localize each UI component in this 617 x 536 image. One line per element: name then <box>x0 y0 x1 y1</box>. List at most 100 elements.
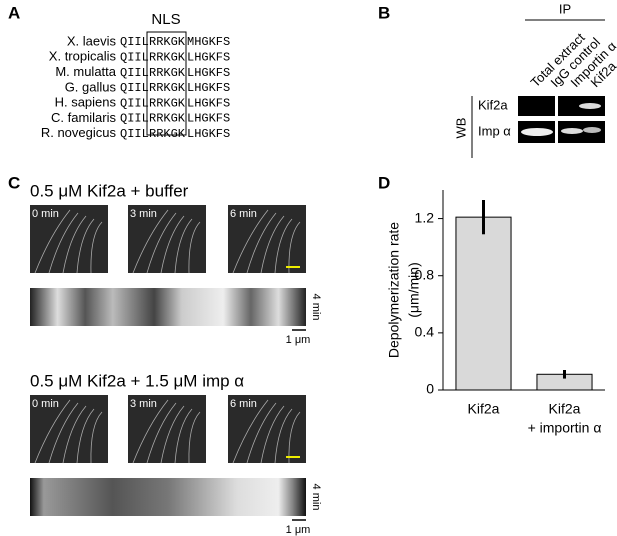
y-axis-label: Depolymerization rate <box>386 222 402 358</box>
microtubule <box>160 215 185 274</box>
micrograph <box>30 205 108 273</box>
panel-label: C <box>8 173 20 192</box>
time-label: 6 min <box>230 208 257 220</box>
sequence: RRKGK <box>149 96 186 110</box>
time-label: 0 min <box>32 208 59 220</box>
band <box>561 128 583 134</box>
band <box>579 103 601 109</box>
ip-label: IP <box>559 1 571 16</box>
micrograph <box>228 395 306 463</box>
sequence: LHGKFS <box>187 81 230 95</box>
species: X. laevis <box>67 33 117 48</box>
y-tick-label: 1.2 <box>415 209 435 225</box>
y-tick-label: 0.8 <box>415 266 435 282</box>
wb-label: WB <box>453 118 468 139</box>
microtubule <box>246 212 277 274</box>
microtubule <box>34 399 71 464</box>
panel-label: D <box>378 173 390 192</box>
microtubule <box>246 402 277 464</box>
panel-d: D 0 0.4 0.8 1.2 Depolymerization rate (μm/min… <box>378 173 605 436</box>
microtubule <box>34 209 71 274</box>
sequence: RRKGK <box>149 35 186 49</box>
panel-label: A <box>8 3 20 22</box>
micrograph <box>128 205 206 273</box>
microtubule <box>48 212 79 274</box>
species: G. gallus <box>65 79 117 94</box>
kymograph <box>30 288 306 326</box>
sequence: QIIL <box>120 127 149 141</box>
bar <box>455 216 512 391</box>
length-scale: 1 μm <box>286 524 311 536</box>
microtubule <box>48 402 79 464</box>
sequence: RRKGK <box>149 81 186 95</box>
microtubule <box>146 402 177 464</box>
microtubule <box>274 218 293 274</box>
time-label: 3 min <box>130 208 157 220</box>
time-label: 6 min <box>230 398 257 410</box>
panel-c: C 0.5 μM Kif2a + buffer 0 min 3 min 6 min 4 … <box>8 173 322 535</box>
species: M. mulatta <box>55 64 116 79</box>
microtubule <box>62 405 87 464</box>
micrograph <box>30 395 108 463</box>
sequence: QIIL <box>120 35 149 49</box>
sequence: RRKGK <box>149 127 186 141</box>
length-scale: 1 μm <box>286 334 311 346</box>
sequence: LHGKFS <box>187 50 230 64</box>
time-label: 0 min <box>32 398 59 410</box>
microtubule <box>174 408 193 464</box>
sequence: RRKGK <box>149 66 186 80</box>
time-scale: 4 min <box>310 484 322 511</box>
kymograph <box>30 478 306 516</box>
species: X. tropicalis <box>49 49 117 64</box>
microtubule <box>188 411 201 464</box>
microtubule <box>274 408 293 464</box>
sequence: RRKGK <box>149 50 186 64</box>
row-label: Kif2a <box>478 97 508 112</box>
species: H. sapiens <box>55 95 117 110</box>
x-tick-label: Kif2a <box>468 401 500 417</box>
microtubule <box>232 399 269 464</box>
row-label: Imp α <box>478 123 511 138</box>
micrograph <box>128 395 206 463</box>
microtubule <box>188 221 201 274</box>
y-tick-label: 0.4 <box>415 324 435 340</box>
x-tick-label: Kif2a <box>549 401 581 417</box>
condition-title: 0.5 μM Kif2a + buffer <box>30 181 189 200</box>
y-axis-label: (μm/min) <box>406 262 422 318</box>
microtubule <box>146 212 177 274</box>
sequence: QIIL <box>120 96 149 110</box>
blot <box>518 96 555 116</box>
band <box>583 127 601 133</box>
sequence: LHGKFS <box>187 96 230 110</box>
microtubule <box>90 411 103 464</box>
time-label: 3 min <box>130 398 157 410</box>
sequence: LHGKFS <box>187 127 230 141</box>
microtubule <box>160 405 185 464</box>
sequence: RRKGK <box>149 112 186 126</box>
microtubule <box>76 408 95 464</box>
microtubule <box>260 405 285 464</box>
sequence: MHGKFS <box>187 35 230 49</box>
nls-header: NLS <box>151 11 180 28</box>
microtubule <box>76 218 95 274</box>
microtubule <box>232 209 269 274</box>
species: C. familaris <box>51 110 117 125</box>
micrograph <box>228 205 306 273</box>
microtubule <box>132 399 169 464</box>
microtubule <box>90 221 103 274</box>
sequence: LHGKFS <box>187 112 230 126</box>
nls-box <box>146 31 187 136</box>
y-tick-label: 0 <box>426 381 434 397</box>
sequence: QIIL <box>120 81 149 95</box>
panel-label: B <box>378 3 390 22</box>
microtubule <box>62 215 87 274</box>
band <box>521 128 553 136</box>
species: R. novegicus <box>41 125 117 140</box>
sequence: QIIL <box>120 112 149 126</box>
x-tick-label: + importin α <box>528 420 602 436</box>
microtubule <box>260 215 285 274</box>
microtubule <box>174 218 193 274</box>
